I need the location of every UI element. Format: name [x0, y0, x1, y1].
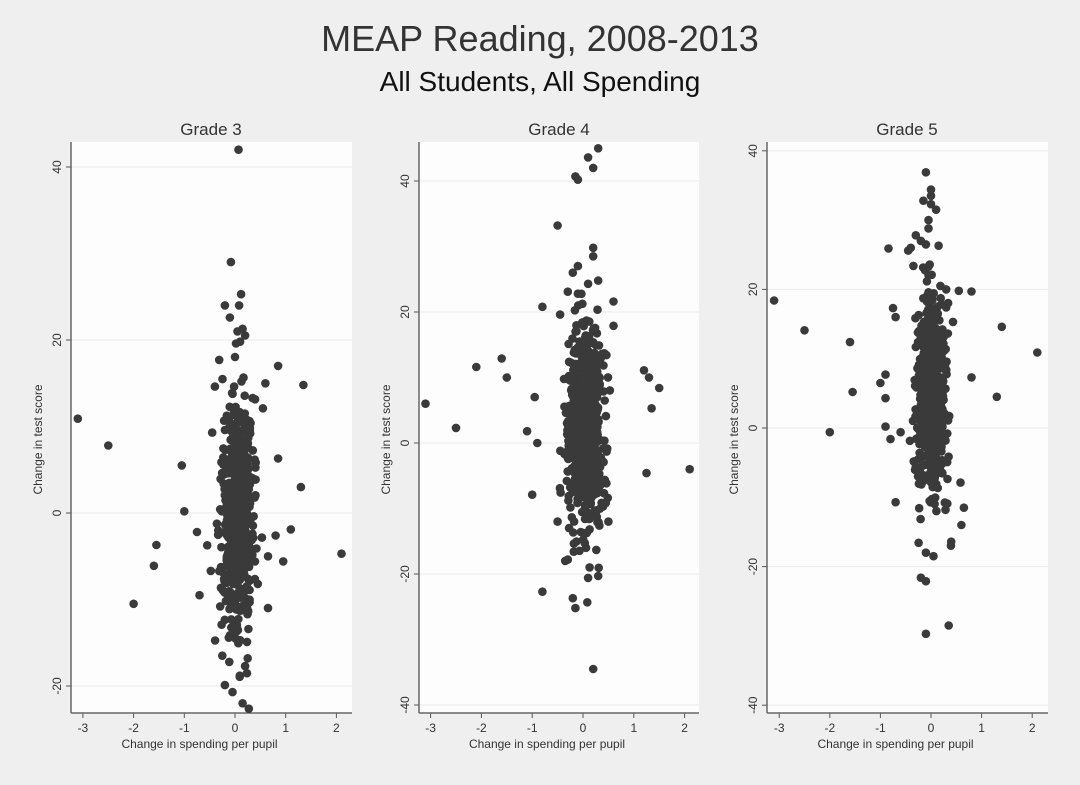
- x-axis-label: Change in spending per pupil: [817, 737, 973, 751]
- y-tick-label: 20: [50, 333, 64, 347]
- scatter-panel-5: -40 -20 0 20 40 -3 -2 -1 0 1 2 Change in spending p…: [727, 142, 1048, 751]
- y-tick-label: -40: [746, 696, 760, 714]
- x-tick-label: 1: [978, 721, 985, 735]
- x-tick-label: 2: [333, 721, 340, 735]
- data-points: [769, 168, 1042, 639]
- x-tick-label: 0: [232, 721, 239, 735]
- x-tick-label: 0: [928, 721, 935, 735]
- x-tick-label: 2: [681, 721, 688, 735]
- y-tick-label: -20: [398, 565, 412, 583]
- y-axis-label: Change in test score: [379, 384, 393, 494]
- x-tick-label: 1: [282, 721, 289, 735]
- data-points: [73, 145, 346, 713]
- y-tick-label: 40: [398, 174, 412, 188]
- y-tick-label: -40: [398, 696, 412, 714]
- scatter-panel-3: -20 0 20 40 -3 -2 -1 0 1 2 Change in spending per …: [31, 142, 352, 751]
- y-axis-label: Change in test score: [727, 384, 741, 494]
- y-tick-label: 20: [398, 305, 412, 319]
- x-tick-label: -3: [425, 721, 436, 735]
- y-tick-label: 40: [746, 144, 760, 158]
- x-tick-label: -3: [78, 721, 89, 735]
- x-tick-label: -2: [128, 721, 139, 735]
- x-tick-label: -1: [875, 721, 886, 735]
- x-tick-label: -2: [476, 721, 487, 735]
- y-tick-label: 20: [746, 282, 760, 296]
- y-tick-label: -20: [746, 558, 760, 576]
- x-axis-label: Change in spending per pupil: [121, 737, 277, 751]
- panel-title-grade-5: Grade 5: [876, 120, 938, 139]
- x-tick-label: -1: [527, 721, 538, 735]
- data-points: [421, 144, 694, 674]
- y-tick-label: 0: [50, 509, 64, 516]
- x-tick-label: 2: [1029, 721, 1036, 735]
- y-tick-label: -20: [50, 677, 64, 695]
- x-tick-label: -1: [179, 721, 190, 735]
- x-tick-label: 1: [630, 721, 637, 735]
- chart-title: MEAP Reading, 2008-2013: [321, 18, 759, 59]
- chart-subtitle: All Students, All Spending: [379, 66, 701, 97]
- x-axis-label: Change in spending per pupil: [469, 737, 625, 751]
- scatter-panel-4: -40 -20 0 20 40 -3 -2 -1 0 1 2 Change in spending p…: [379, 142, 699, 751]
- y-axis-label: Change in test score: [31, 384, 45, 494]
- x-tick-label: -3: [774, 721, 785, 735]
- panel-title-grade-4: Grade 4: [528, 120, 590, 139]
- y-tick-label: 0: [746, 424, 760, 431]
- y-tick-label: 40: [50, 160, 64, 174]
- y-tick-label: 0: [398, 439, 412, 446]
- x-tick-label: 0: [580, 721, 587, 735]
- panel-title-grade-3: Grade 3: [180, 120, 242, 139]
- x-tick-label: -2: [824, 721, 835, 735]
